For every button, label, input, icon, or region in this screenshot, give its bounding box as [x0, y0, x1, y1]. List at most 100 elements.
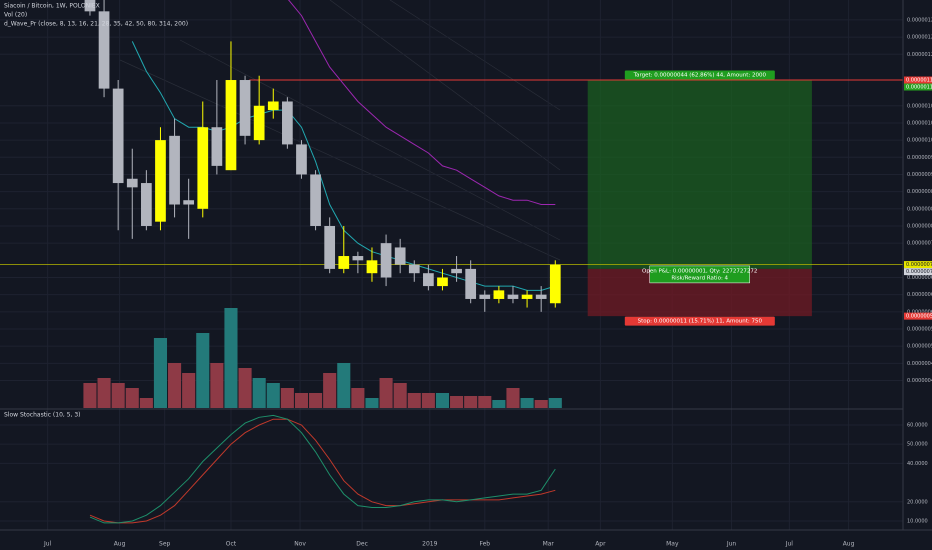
y-tick-label: 0.00000088	[907, 189, 932, 195]
fan-line	[119, 59, 561, 261]
candle-body	[141, 183, 152, 226]
price-label-box	[904, 261, 932, 269]
volume-bar	[450, 396, 464, 408]
profit-zone	[587, 80, 812, 269]
price-label-box	[904, 312, 932, 320]
candle-body	[352, 256, 364, 261]
candle-body	[239, 80, 251, 136]
y-tick-label: 0.00000060	[907, 309, 932, 315]
stoch-tick-label: 60.0000	[907, 422, 928, 428]
volume-bar	[252, 378, 266, 408]
candle-body	[169, 135, 180, 205]
volume-bar	[83, 383, 97, 408]
volume-bar	[139, 398, 153, 408]
candle-body	[408, 264, 420, 274]
stoch-tick-label: 10.0000	[907, 518, 928, 524]
volume-bar	[379, 378, 393, 408]
stoch-tick-label: 50.0000	[907, 442, 928, 448]
y-tick-label: 0.00000084	[907, 206, 932, 212]
open-label-box	[649, 265, 750, 284]
x-tick-label: May	[666, 541, 679, 548]
y-tick-label: 0.00000108	[907, 103, 932, 109]
fan-line	[389, 0, 561, 111]
volume-bar	[153, 338, 168, 408]
x-tick-label: Aug	[843, 541, 855, 548]
candle-body	[535, 294, 547, 299]
x-tick-label: Jul	[785, 541, 794, 548]
volume-bar	[111, 383, 125, 408]
y-tick-label: 0.00000092	[907, 172, 932, 178]
y-tick-label: 0.00000124	[907, 35, 932, 41]
volume-bar	[294, 393, 309, 408]
y-tick-label: 0.00000096	[907, 155, 932, 161]
candle-body	[267, 101, 279, 111]
price-label: 0.00000071	[906, 262, 932, 268]
moving-average	[287, 0, 556, 205]
candle-body	[437, 277, 448, 287]
y-tick-label: 0.00000104	[907, 120, 932, 126]
fan-line	[329, 0, 561, 171]
stoch-line	[89, 414, 556, 524]
y-tick-label: 0.00000064	[907, 292, 932, 298]
volume-bar	[196, 333, 210, 408]
volume-bar	[506, 388, 520, 408]
volume-bar	[365, 398, 379, 408]
volume-bar	[492, 400, 506, 408]
volume-bar	[125, 388, 139, 408]
volume-bar	[97, 378, 111, 408]
price-label-box	[904, 268, 932, 276]
y-tick-label: 0.00000080	[907, 223, 932, 229]
candle-body	[183, 200, 195, 205]
volume-bar	[238, 368, 252, 408]
price-label-box	[904, 83, 932, 91]
volume-bar	[421, 393, 435, 408]
volume-bar	[337, 363, 351, 408]
price-label: 0.00000059	[906, 314, 932, 320]
y-tick-label: 0.00000048	[907, 361, 932, 367]
volume-bar	[210, 363, 224, 408]
y-tick-label: 0.00000076	[907, 241, 932, 247]
target-label: Target: 0.00000044 (62.86%) 44, Amount: …	[633, 73, 767, 79]
x-tick-label: Nov	[294, 541, 306, 548]
candle-body	[324, 225, 336, 269]
x-tick-label: Feb	[479, 541, 490, 548]
stoch-label: Slow Stochastic (10, 5, 3)	[4, 412, 81, 419]
x-tick-label: Jun	[726, 541, 737, 548]
volume-bar	[351, 388, 365, 408]
candle-body	[112, 88, 124, 184]
open-label: Open P&L: 0.00000001, Qty: 2272727272	[642, 268, 757, 274]
volume-bar	[280, 388, 294, 408]
volume-bar	[534, 400, 548, 408]
y-tick-label: 0.00000052	[907, 344, 932, 350]
candle-body	[507, 294, 519, 299]
candle-body	[380, 243, 392, 278]
candle-body	[549, 264, 561, 304]
candle-body	[225, 80, 237, 171]
candle-body	[84, 0, 96, 12]
volume-bar	[464, 396, 478, 408]
price-label-box	[904, 76, 932, 84]
x-tick-label: 2019	[422, 541, 437, 548]
candle-body	[310, 174, 321, 226]
candle-body	[394, 247, 406, 265]
candle-body	[126, 178, 138, 188]
volume-bar	[266, 383, 280, 408]
volume-bar	[478, 396, 492, 408]
stop-label-box	[624, 316, 775, 326]
stop-label: Stop: 0.00000011 (15.71%) 11, Amount: 75…	[638, 319, 763, 325]
target-label-box	[624, 70, 775, 80]
candle-body	[211, 127, 223, 166]
x-tick-label: Aug	[114, 541, 126, 548]
x-tick-label: Oct	[226, 541, 237, 548]
y-tick-label: 0.00000100	[907, 138, 932, 144]
volume-bar	[435, 393, 450, 408]
y-tick-label: 0.00000044	[907, 378, 932, 384]
volume-bar	[548, 398, 562, 408]
x-tick-label: Jul	[43, 541, 52, 548]
volume-bar	[323, 373, 337, 408]
x-tick-label: Sep	[159, 541, 171, 548]
candle-body	[98, 11, 110, 89]
candle-body	[296, 144, 307, 175]
x-tick-label: Dec	[356, 541, 368, 548]
